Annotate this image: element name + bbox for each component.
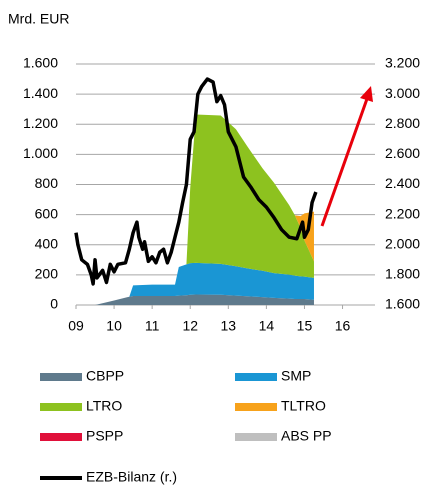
y2-tick-label: 2.400 [385,175,420,191]
y-tick-label: 1.200 [23,115,58,131]
y-tick-label: 1.600 [23,55,58,71]
y2-tick-label: 2.200 [385,205,420,221]
y-tick-label: 600 [35,205,59,221]
trend-arrow [320,95,370,227]
area [76,262,314,305]
x-tick-label: 10 [106,318,122,334]
legend-swatch [235,373,277,381]
x-tick-label: 15 [297,318,313,334]
legend-swatch [235,403,277,411]
area [76,114,314,305]
x-tick-label: 16 [335,318,351,334]
legend: CBPP SMP LTRO TLTRO PSPP ABS PP EZB-Bilanz (r.… [40,368,332,485]
arrow-head [360,86,373,102]
line [74,77,318,286]
legend-label: PSPP [86,428,123,444]
legend-swatch [235,433,277,441]
x-tick-label: 14 [259,318,275,334]
x-tick-label: 13 [221,318,237,334]
legend-label: EZB-Bilanz (r.) [86,469,177,485]
y-tick-label: 0 [50,296,58,312]
y-tick-label: 800 [35,175,59,191]
x-tick-label: 11 [145,318,160,334]
legend-label: SMP [281,368,311,384]
y2-tick-label: 1.800 [385,266,420,282]
legend-swatch [40,403,82,411]
x-tick-label: 12 [182,318,198,334]
legend-swatch [40,373,82,381]
legend-label: ABS PP [281,428,332,444]
y2-tick-label: 2.600 [385,145,420,161]
legend-swatch [40,433,82,441]
y-tick-label: 1.400 [23,85,58,101]
y2-tick-label: 3.000 [385,85,420,101]
legend-label: CBPP [86,368,124,384]
y-tick-label: 400 [35,235,59,251]
y2-tick-label: 2.800 [385,115,420,131]
y-tick-label: 1.000 [23,145,58,161]
y2-tick-label: 3.200 [385,55,420,71]
legend-label: TLTRO [281,398,326,414]
area [76,294,314,305]
x-tick-label: 09 [68,318,84,334]
y2-tick-label: 2.000 [385,235,420,251]
axis-unit: Mrd. EUR [8,11,69,27]
y-tick-label: 200 [35,266,59,282]
legend-label: LTRO [86,398,122,414]
plot: 0 200 400 600 800 1.000 1.200 1.400 1.600 1.600 1.… [23,55,420,334]
y2-tick-label: 1.600 [385,296,420,312]
